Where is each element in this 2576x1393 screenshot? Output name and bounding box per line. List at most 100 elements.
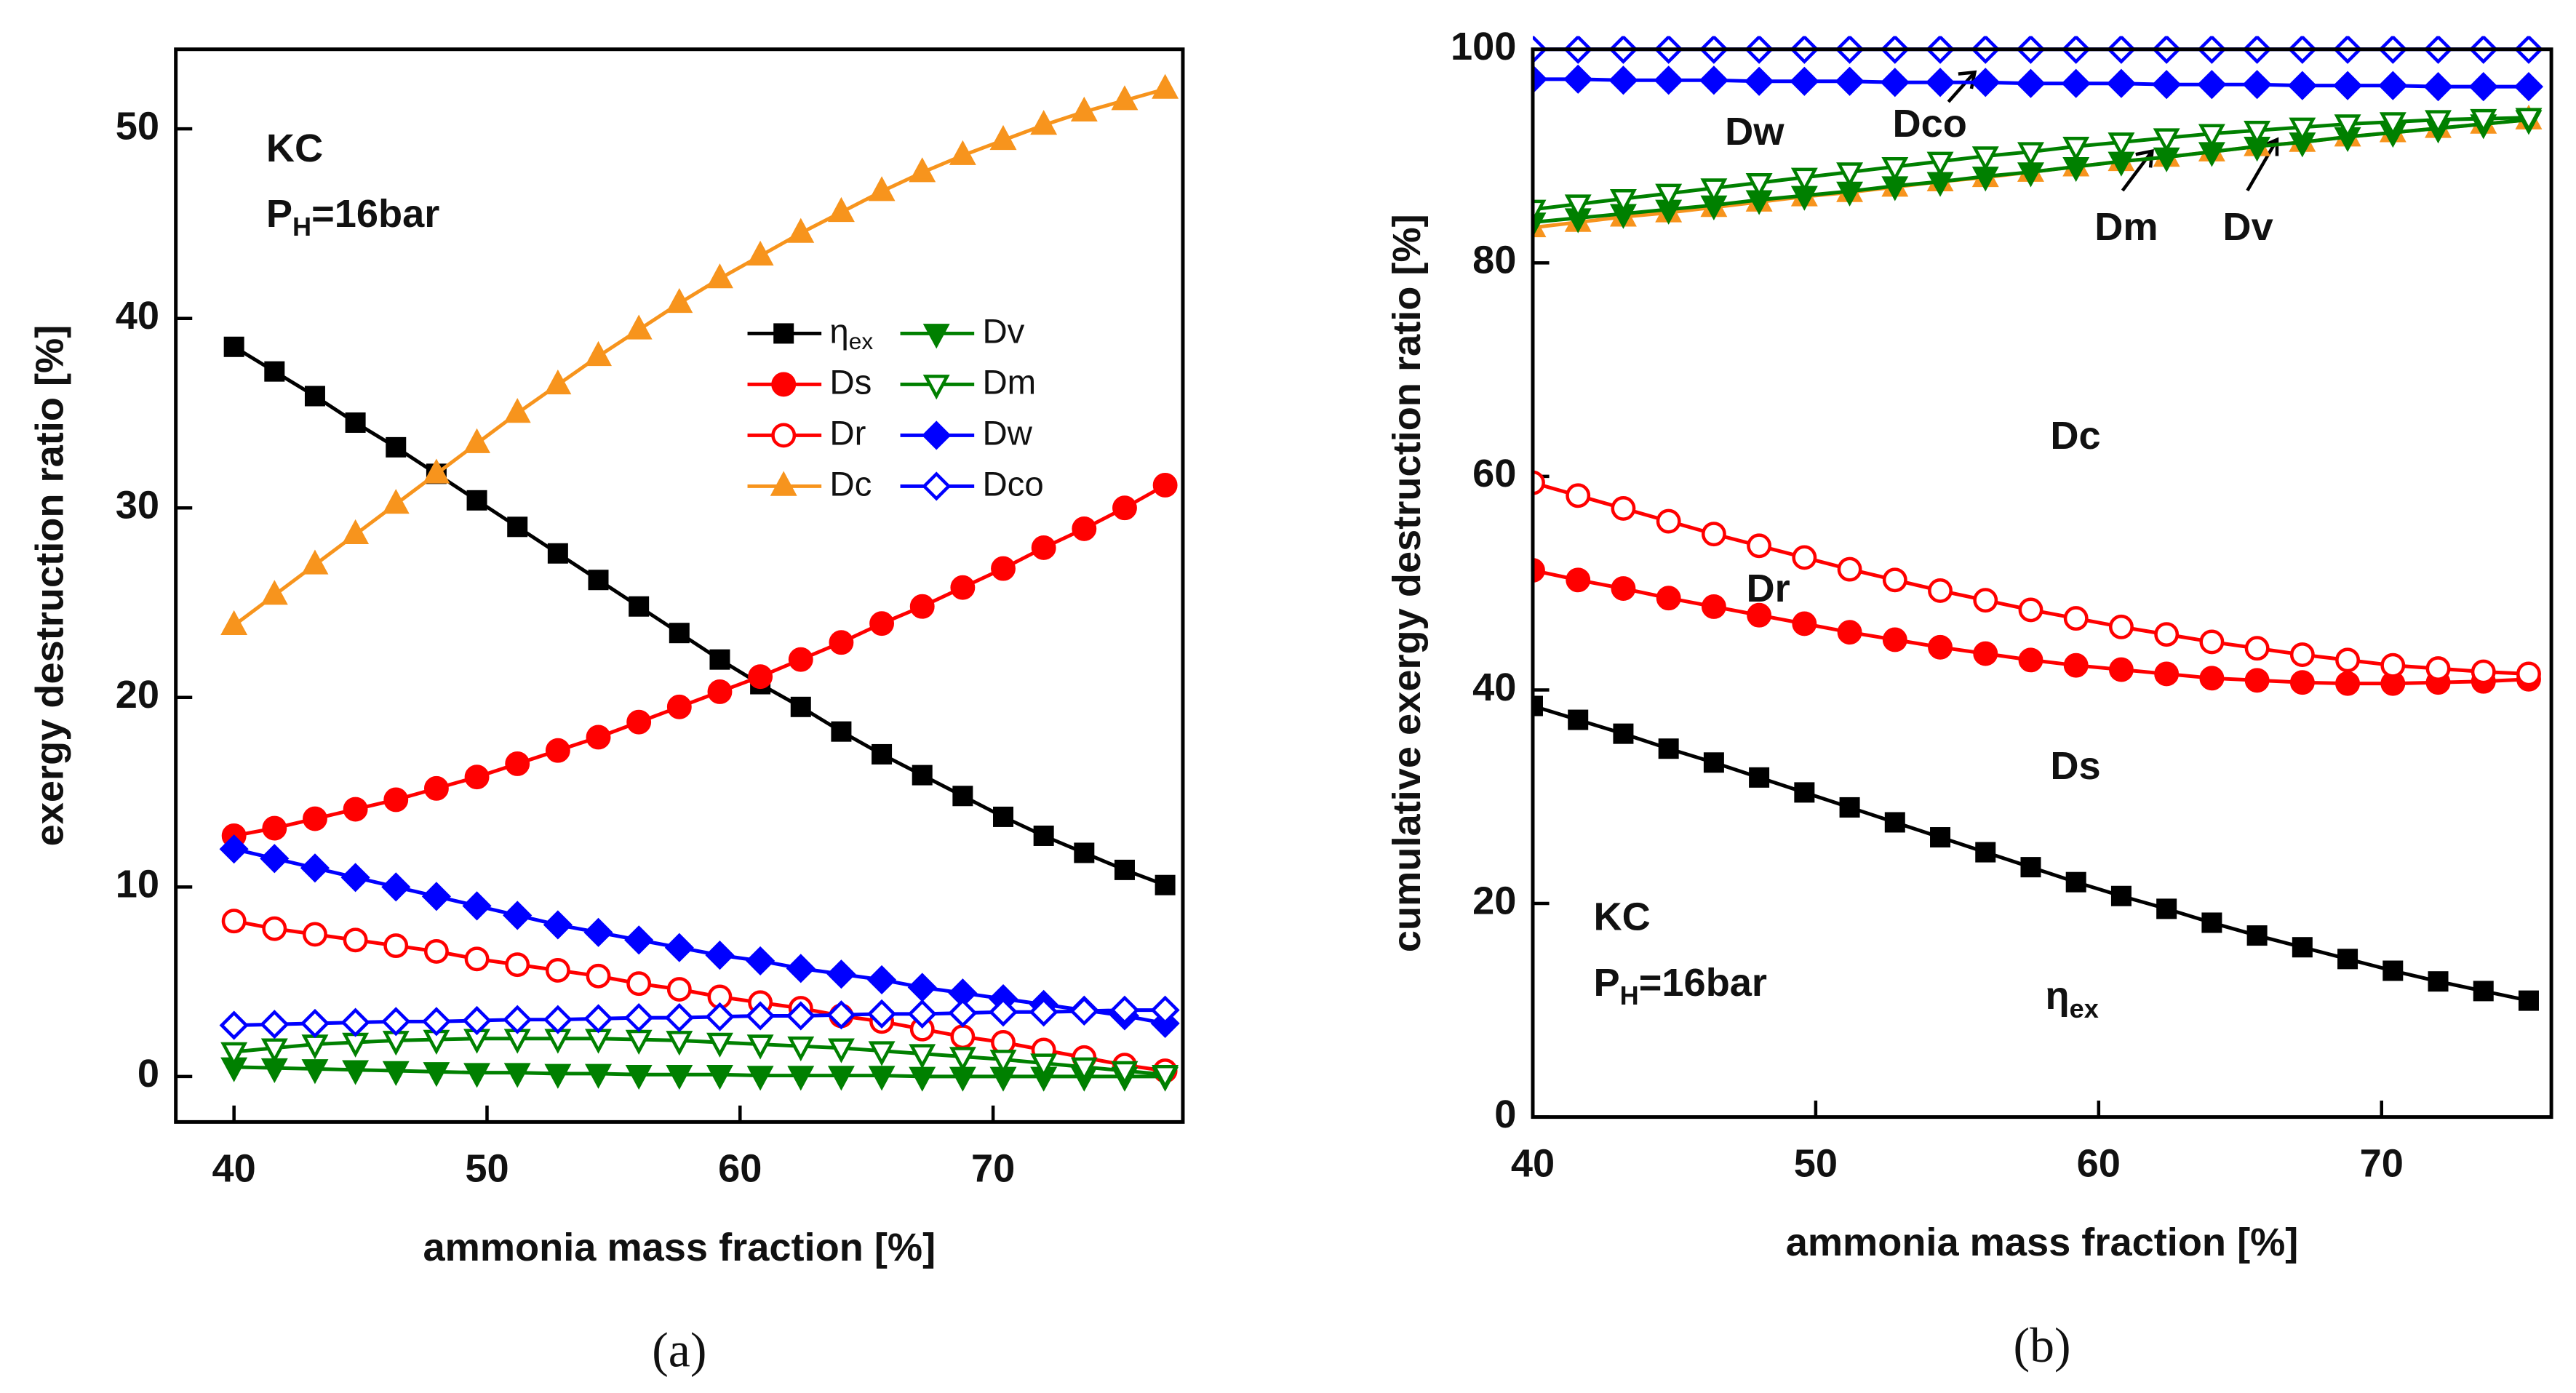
marker: [503, 901, 533, 930]
marker: [583, 1004, 613, 1034]
marker: [2244, 636, 2270, 661]
annotation: Ds: [2050, 744, 2100, 788]
marker: [1701, 522, 1726, 547]
marker: [2333, 71, 2363, 100]
annotation-text: Ds: [2050, 744, 2100, 788]
marker: [1072, 516, 1097, 541]
marker: [666, 287, 693, 314]
y-tick-label: 40: [116, 294, 159, 338]
marker: [629, 596, 650, 617]
marker: [383, 787, 409, 813]
marker: [583, 917, 613, 947]
marker: [2289, 670, 2315, 695]
marker: [868, 1041, 896, 1066]
marker: [2153, 128, 2180, 153]
marker: [342, 1060, 370, 1085]
marker: [382, 1061, 410, 1086]
marker: [423, 938, 449, 964]
legend-label-text: η: [829, 312, 848, 351]
marker: [303, 806, 327, 831]
marker: [1611, 576, 1636, 601]
marker: [2518, 990, 2539, 1011]
marker: [1835, 66, 1865, 96]
marker: [300, 853, 330, 883]
marker: [343, 927, 368, 953]
marker: [827, 1066, 855, 1091]
marker: [383, 933, 409, 959]
marker: [907, 999, 937, 1029]
marker: [626, 971, 652, 997]
marker: [462, 891, 492, 921]
marker: [1532, 199, 1547, 225]
marker: [381, 1007, 411, 1037]
legend-label: Dr: [829, 414, 866, 452]
marker: [988, 997, 1018, 1027]
marker: [666, 1031, 693, 1056]
series-line: [1532, 481, 2529, 676]
marker: [989, 1050, 1017, 1075]
marker: [1566, 567, 1591, 593]
y-tick-label: 50: [116, 104, 159, 148]
marker: [907, 973, 937, 1002]
marker: [786, 1001, 816, 1031]
marker: [463, 428, 491, 453]
marker: [345, 412, 366, 434]
annotation-text: Dr: [1747, 567, 1790, 610]
legend-marker: [922, 375, 950, 400]
legend-label: ηex: [829, 312, 873, 354]
marker: [543, 1005, 573, 1034]
annotation: Dr: [1747, 567, 1790, 610]
marker: [1744, 66, 1774, 96]
marker: [386, 436, 407, 458]
legend-label-text: Dco: [982, 465, 1043, 503]
marker: [343, 797, 368, 822]
marker: [301, 549, 329, 575]
legend-marker: [770, 471, 797, 496]
marker: [2062, 137, 2090, 162]
y-tick-label: 20: [1472, 879, 1516, 922]
marker: [503, 398, 531, 423]
marker: [705, 941, 735, 970]
legend-label-text: Dm: [982, 363, 1036, 402]
marker: [2337, 949, 2358, 970]
marker: [912, 765, 933, 786]
marker: [1839, 797, 1860, 818]
marker: [545, 738, 570, 763]
marker: [1609, 188, 1637, 215]
marker: [909, 1044, 936, 1069]
marker: [220, 1042, 248, 1067]
marker: [2471, 659, 2496, 684]
marker: [1532, 558, 1545, 583]
marker: [624, 1003, 654, 1033]
marker: [909, 1066, 936, 1092]
x-tick-label: 70: [2360, 1142, 2404, 1186]
marker: [503, 1005, 533, 1034]
x-tick-label: 50: [1794, 1142, 1838, 1186]
marker: [1608, 65, 1638, 95]
marker: [2108, 614, 2134, 639]
marker: [1070, 1057, 1098, 1082]
marker: [1532, 64, 1548, 94]
marker: [507, 516, 528, 538]
annotation-sub: H: [292, 211, 311, 241]
marker: [1031, 535, 1056, 560]
plot-area: [219, 73, 1180, 1092]
marker: [2287, 71, 2317, 100]
marker: [262, 815, 287, 841]
marker: [303, 922, 327, 947]
marker: [664, 933, 694, 962]
marker: [223, 336, 244, 357]
marker: [909, 594, 935, 619]
x-axis-label: ammonia mass fraction [%]: [1786, 1221, 2299, 1264]
marker: [2199, 666, 2225, 691]
marker: [790, 696, 811, 717]
marker: [2425, 656, 2451, 682]
marker: [543, 910, 573, 940]
marker: [1152, 1064, 1179, 1090]
marker: [2379, 112, 2406, 137]
marker: [1792, 545, 1817, 570]
marker: [746, 1001, 775, 1031]
series-line: [234, 483, 1166, 838]
marker: [1155, 874, 1176, 895]
